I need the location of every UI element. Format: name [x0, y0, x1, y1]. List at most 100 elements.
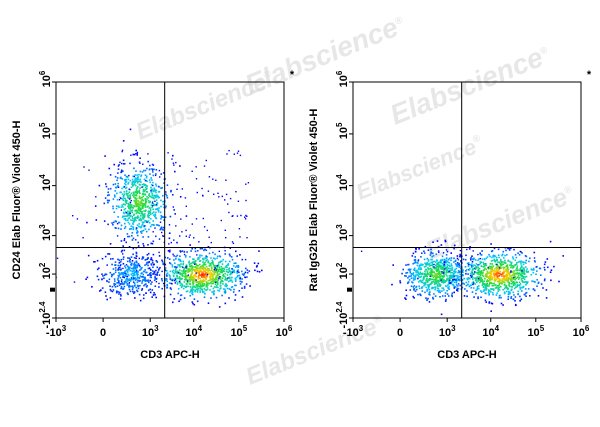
event-dot	[132, 237, 135, 240]
event-dot	[503, 257, 505, 259]
event-dot	[514, 296, 517, 298]
event-dot	[133, 213, 135, 216]
event-dot	[120, 224, 123, 227]
event-dot	[145, 279, 148, 282]
event-dot	[501, 280, 503, 282]
event-dot	[150, 177, 152, 179]
event-dot	[175, 277, 177, 280]
event-dot	[169, 262, 172, 265]
event-dot	[439, 262, 442, 264]
event-dot	[128, 283, 130, 285]
event-dot	[191, 301, 194, 303]
event-dot	[188, 283, 191, 285]
event-dot	[185, 205, 187, 207]
event-dot	[457, 278, 460, 281]
event-dot	[128, 282, 131, 284]
event-dot	[214, 267, 216, 269]
event-dot	[168, 237, 171, 240]
event-dot	[503, 261, 506, 264]
event-dot	[125, 201, 127, 203]
event-dot	[420, 280, 422, 283]
event-dot	[239, 154, 242, 157]
event-dot	[469, 264, 472, 266]
event-dot	[145, 209, 147, 212]
event-dot	[192, 266, 194, 268]
event-dot	[123, 239, 126, 242]
event-dot	[140, 272, 142, 275]
event-dot	[98, 267, 100, 269]
event-dot	[433, 271, 436, 274]
event-dot	[206, 283, 208, 286]
event-dot	[135, 271, 137, 273]
event-dot	[485, 280, 488, 283]
event-dot	[440, 259, 442, 261]
event-dot	[201, 268, 203, 270]
event-dot	[179, 250, 181, 252]
event-dot	[83, 166, 85, 168]
event-dot	[144, 206, 147, 208]
event-dot	[457, 287, 460, 290]
event-dot	[135, 197, 138, 200]
event-dot	[488, 301, 491, 303]
event-dot	[203, 283, 206, 285]
event-dot	[436, 283, 439, 286]
event-dot	[110, 290, 112, 292]
event-dot	[199, 247, 202, 250]
event-dot	[230, 272, 232, 274]
event-dot	[135, 204, 137, 207]
event-dot	[450, 277, 453, 280]
event-dot	[507, 266, 509, 269]
event-dot	[128, 188, 130, 190]
event-dot	[467, 281, 470, 283]
event-dot	[120, 261, 122, 263]
event-dot	[205, 285, 207, 288]
event-dot	[457, 271, 459, 274]
event-dot	[209, 282, 211, 285]
event-dot	[201, 290, 204, 293]
event-dot	[222, 283, 224, 285]
event-dot	[423, 282, 426, 285]
event-dot	[131, 219, 134, 222]
event-dot	[245, 267, 247, 270]
event-dot	[187, 285, 189, 288]
event-dot	[404, 275, 406, 277]
event-dot	[231, 271, 234, 273]
event-dot	[430, 252, 432, 255]
event-dot	[125, 186, 128, 189]
event-dot	[139, 192, 141, 195]
event-dot	[123, 195, 125, 197]
event-dot	[476, 281, 478, 284]
event-dot	[224, 260, 227, 263]
event-dot	[228, 253, 231, 256]
event-dot	[234, 299, 236, 301]
event-dot	[454, 286, 457, 288]
event-dot	[207, 246, 210, 248]
event-dot	[425, 264, 428, 266]
event-dot	[406, 271, 409, 274]
event-dot	[496, 276, 498, 278]
event-dot	[428, 273, 430, 276]
event-dot	[207, 302, 210, 304]
event-dot	[140, 215, 142, 217]
event-dot	[141, 204, 143, 207]
event-dot	[418, 248, 420, 250]
watermark-text: Elabscience®	[353, 131, 488, 205]
event-dot	[156, 274, 158, 276]
y-tick-label: 102	[38, 262, 53, 279]
event-dot	[517, 252, 519, 254]
event-dot	[131, 178, 134, 181]
y-tick-label: 105	[335, 122, 350, 139]
event-dot	[432, 298, 435, 300]
event-dot	[493, 277, 496, 279]
event-dot	[193, 275, 195, 278]
event-dot	[524, 288, 527, 290]
event-dot	[523, 269, 525, 272]
event-dot	[143, 169, 145, 172]
event-dot	[220, 219, 222, 222]
event-dot	[135, 198, 138, 201]
event-dot	[193, 258, 195, 261]
event-dot	[182, 263, 184, 266]
event-dot	[193, 303, 196, 306]
event-dot	[173, 164, 175, 166]
event-dot	[228, 260, 231, 263]
